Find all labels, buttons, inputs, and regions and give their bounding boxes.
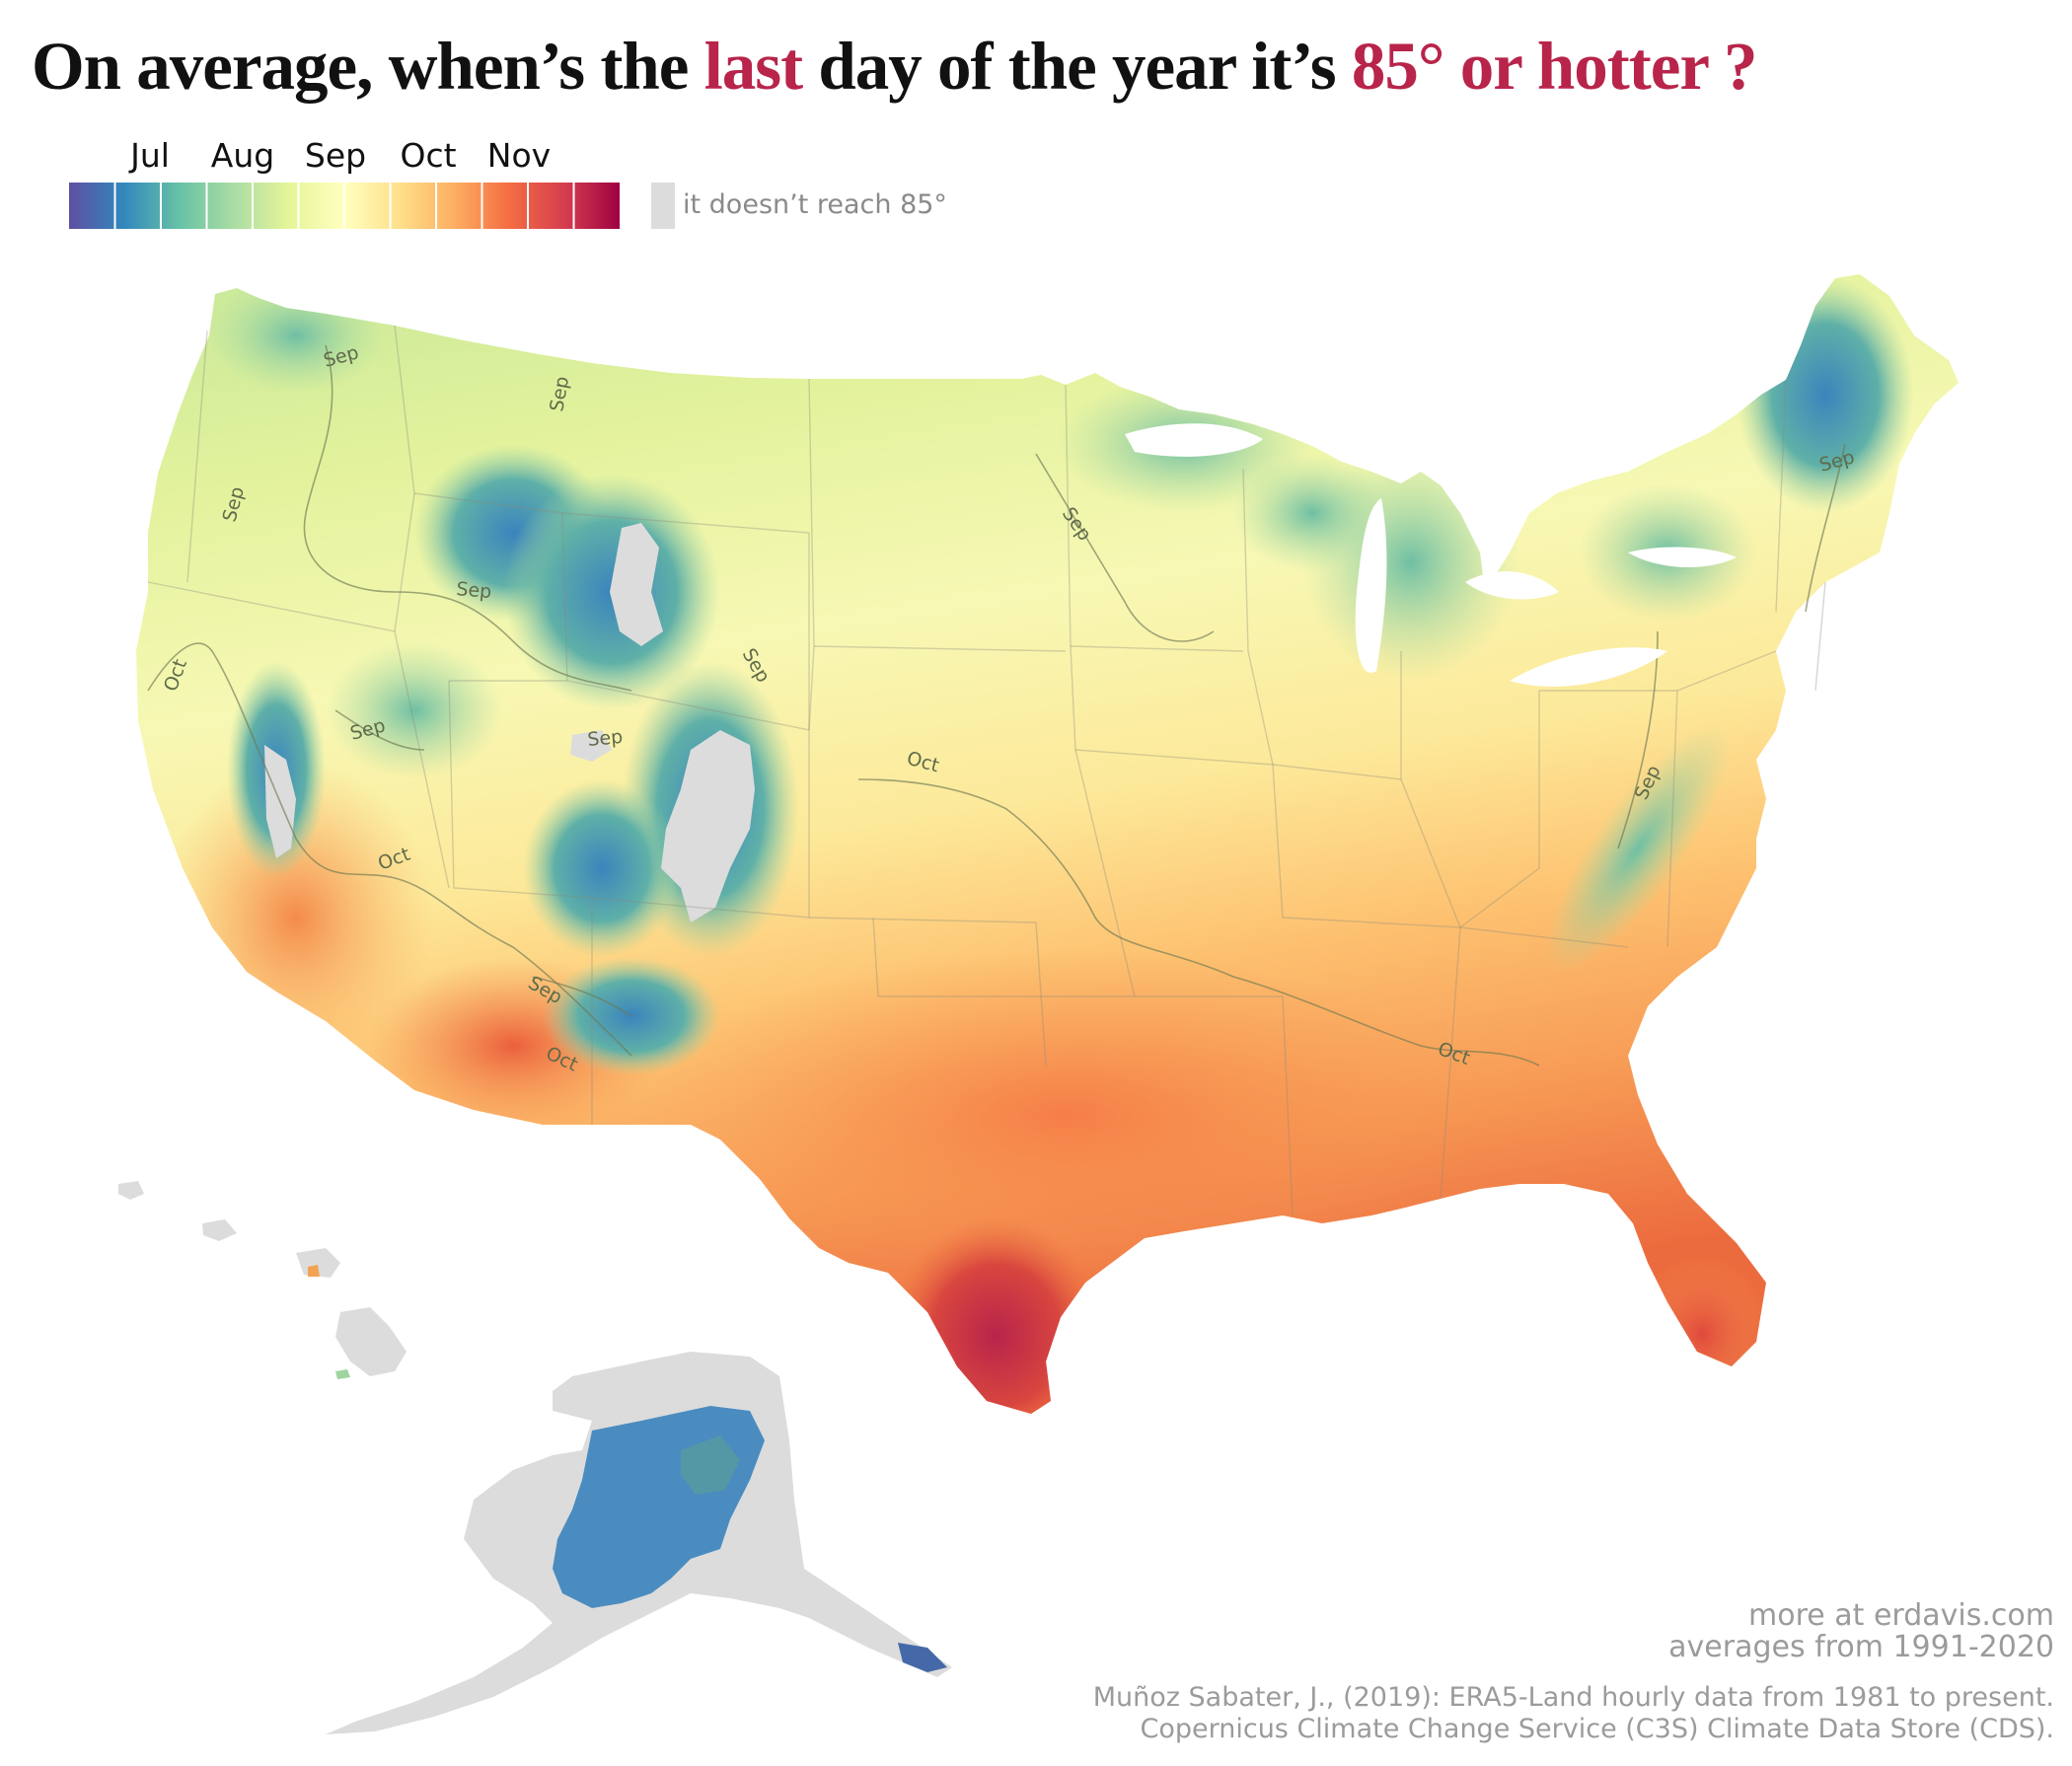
alaska-cool-patch	[681, 1435, 740, 1495]
hawaii-warm-coast	[308, 1265, 320, 1277]
hawaii-maui	[296, 1248, 340, 1278]
title-highlight-temperature: 85°	[1351, 29, 1445, 104]
title-prefix: On average, when’s the	[32, 29, 689, 104]
footer-source-line-1: Muñoz Sabater, J., (2019): ERA5-Land hou…	[1092, 1682, 2054, 1713]
contour-label-sep-9: Sep	[587, 726, 625, 751]
conus-region: Sep Sep Sep Sep Sep Sep Sep Sep Sep Sep …	[136, 274, 1959, 1414]
legend-label-aug: Aug	[210, 136, 275, 175]
chart-title: On average, when’s the last day of the y…	[32, 28, 1758, 106]
no-data-highlands	[264, 523, 755, 922]
legend-color-bar	[69, 183, 620, 229]
footer-site-credit: more at erdavis.com	[1748, 1598, 2054, 1633]
hawaii-oahu	[202, 1219, 237, 1241]
title-highlight-last: last	[703, 29, 803, 104]
footer-period: averages from 1991-2020	[1668, 1630, 2054, 1664]
footer-source-line-2: Copernicus Climate Change Service (C3S) …	[1140, 1714, 2054, 1744]
hawaii-kauai	[118, 1181, 144, 1200]
legend-label-jul: Jul	[130, 136, 170, 175]
hawaii-big-island	[335, 1307, 407, 1376]
legend-label-sep: Sep	[304, 136, 367, 175]
legend-no-data-swatch	[651, 183, 675, 229]
month-contours	[147, 344, 1846, 1067]
state-borders	[147, 325, 1826, 1216]
alaska-panhandle-warm	[898, 1643, 947, 1672]
great-lakes	[1125, 423, 1737, 687]
contour-label-sep-4: Sep	[456, 578, 493, 603]
legend-no-data-label: it doesn’t reach 85°	[683, 189, 947, 220]
hawaii-region	[118, 1181, 407, 1379]
alaska-region	[326, 1352, 952, 1734]
legend-label-oct: Oct	[400, 136, 457, 175]
title-suffix: or hotter ?	[1459, 29, 1758, 104]
title-middle: day of the year it’s	[818, 29, 1336, 104]
hawaii-cool-coast	[335, 1369, 350, 1379]
legend-label-nov: Nov	[486, 136, 552, 175]
